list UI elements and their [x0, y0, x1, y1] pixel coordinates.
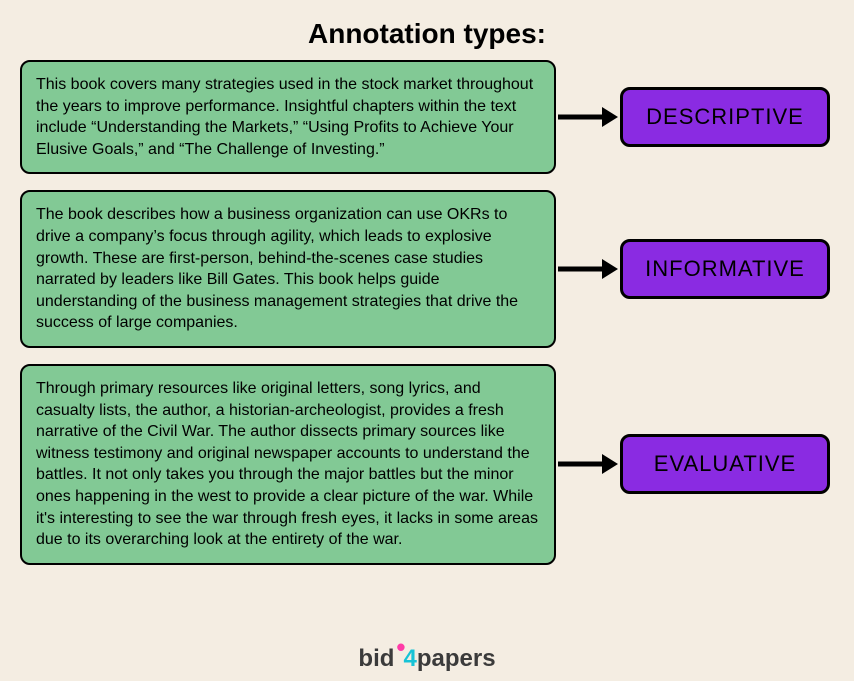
logo-text-papers: papers [417, 645, 496, 672]
brand-logo: bid•4papers [0, 642, 854, 673]
arrow-icon [556, 105, 620, 129]
annotation-row: The book describes how a business organi… [20, 190, 834, 348]
arrow-icon [556, 452, 620, 476]
arrow-icon [556, 257, 620, 281]
type-label: INFORMATIVE [620, 239, 830, 299]
description-box: Through primary resources like original … [20, 364, 556, 565]
type-label: EVALUATIVE [620, 434, 830, 494]
type-label: DESCRIPTIVE [620, 87, 830, 147]
annotation-row: This book covers many strategies used in… [20, 60, 834, 174]
annotation-row: Through primary resources like original … [20, 364, 834, 565]
annotation-rows: This book covers many strategies used in… [0, 60, 854, 565]
page-title: Annotation types: [0, 0, 854, 60]
description-box: This book covers many strategies used in… [20, 60, 556, 174]
description-box: The book describes how a business organi… [20, 190, 556, 348]
logo-text-bid: bid [358, 645, 394, 672]
logo-text-four: 4 [404, 645, 417, 672]
